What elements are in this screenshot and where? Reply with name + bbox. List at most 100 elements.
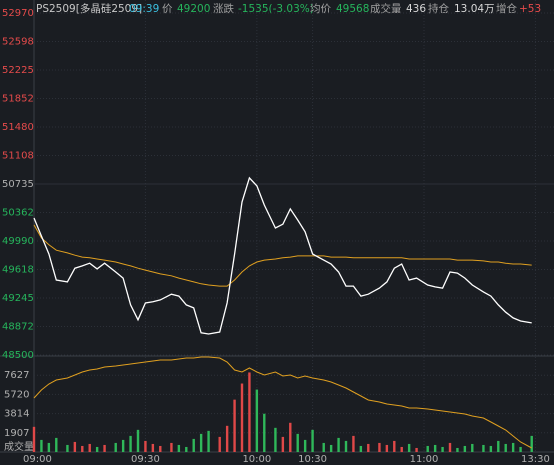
volume-bar — [433, 444, 437, 452]
price: 49200 — [177, 3, 210, 15]
volume-bar — [192, 438, 195, 452]
volume-bar — [159, 445, 162, 452]
open-interest-line — [33, 356, 532, 449]
y-tick-label: 50735 — [2, 179, 34, 190]
x-tick-label: 13:30 — [521, 454, 550, 465]
volume-bar — [344, 440, 348, 452]
volume-bar — [263, 413, 266, 452]
volume-bar — [378, 442, 381, 452]
y-tick-label: 48500 — [2, 350, 34, 361]
volume-bar — [367, 443, 370, 452]
volume-bar — [88, 443, 91, 452]
volume-bar — [289, 422, 292, 452]
volume-bar — [385, 444, 389, 452]
volume-bar — [32, 426, 36, 452]
x-tick-label: 09:30 — [131, 454, 160, 465]
y-tick-label: 51108 — [2, 150, 34, 161]
y-tick-label: 52598 — [2, 36, 34, 47]
volume-bar — [456, 447, 459, 452]
volume-bar — [136, 429, 140, 452]
oi-chg: +53 — [519, 3, 541, 15]
change-label: 涨跌 — [213, 2, 234, 15]
volume-bar — [441, 446, 444, 452]
y-tick-label: 48872 — [2, 322, 34, 333]
y-tick-label: 51852 — [2, 94, 34, 105]
y-tick-label: 50362 — [2, 208, 34, 219]
price-label: 价 — [162, 3, 173, 15]
volume-bar — [40, 439, 43, 452]
volume-bar — [497, 440, 500, 452]
volume-tick-label: 3814 — [4, 409, 29, 420]
volume-tick-label: 5720 — [4, 389, 29, 400]
average-line — [33, 224, 532, 287]
volume-bar — [225, 425, 229, 452]
volume-bar — [504, 443, 507, 452]
volume-bar — [393, 440, 396, 452]
volume-tick-label: 7627 — [4, 370, 29, 381]
volume-bar — [177, 444, 181, 452]
x-tick-label: 09:00 — [23, 454, 52, 465]
price-line — [33, 176, 532, 335]
x-tick-label: 10:30 — [298, 454, 327, 465]
y-tick-label: 49990 — [2, 236, 34, 247]
volume-bar — [281, 436, 285, 452]
volume-bar — [337, 437, 340, 452]
header: PS2509[多晶硅2509] 09:39 价 49200 涨跌 -1535(-… — [36, 2, 541, 15]
volume-bar — [463, 445, 467, 452]
volume-bar — [207, 430, 210, 452]
volume-bar — [329, 444, 333, 452]
avg-label: 均价 — [310, 3, 331, 15]
volume-bar — [322, 442, 325, 452]
volume-bar — [66, 444, 69, 452]
volume-bar — [95, 446, 99, 452]
volume-label: 成交量 — [4, 440, 34, 453]
volume-tick-label: 1907 — [4, 428, 29, 439]
volume-bar — [103, 444, 106, 452]
volume-bar — [240, 383, 244, 452]
volume-bar — [407, 443, 411, 452]
volume-bar — [482, 444, 485, 452]
volume-bar — [415, 447, 418, 452]
volume-bar — [144, 440, 147, 452]
volume-bar — [114, 442, 117, 452]
oi-label: 持仓 — [428, 2, 449, 15]
volume-bar — [511, 442, 515, 452]
volume-bar — [471, 443, 474, 452]
oi: 13.04万 — [454, 3, 495, 15]
volume-bar — [218, 436, 221, 452]
y-tick-label: 51480 — [2, 122, 34, 133]
y-tick-label: 52225 — [2, 65, 34, 76]
volume-bar — [55, 437, 58, 452]
vol: 436 — [406, 3, 426, 15]
volume-bar — [81, 445, 84, 452]
volume-bar — [426, 445, 429, 452]
symbol: PS2509[多晶硅2509] — [36, 2, 142, 15]
volume-bar — [185, 446, 188, 452]
volume-bar — [73, 441, 77, 452]
volume-bar — [519, 446, 522, 452]
volume-bar — [199, 433, 203, 452]
volume-bar — [274, 427, 277, 452]
y-tick-label: 49618 — [2, 264, 34, 275]
y-tick-label: 52970 — [2, 8, 34, 19]
volume-bar — [296, 433, 299, 452]
oi-chg-label: 增仓 — [496, 2, 517, 15]
volume-bar — [121, 439, 125, 452]
x-tick-label: 11:00 — [410, 454, 439, 465]
volume-bar — [359, 445, 363, 452]
volume-bar — [129, 435, 132, 452]
volume-bar — [248, 372, 251, 452]
y-tick-label: 49245 — [2, 293, 34, 304]
volume-bar — [400, 446, 403, 452]
volume-bar — [489, 445, 493, 452]
volume-bar — [255, 389, 259, 452]
volume-bar — [448, 442, 452, 452]
avg: 49568 — [336, 3, 369, 15]
volume-bar — [170, 442, 173, 452]
volume-bar — [352, 435, 355, 452]
volume-bar — [311, 429, 314, 452]
vol-label: 成交量 — [370, 2, 402, 15]
